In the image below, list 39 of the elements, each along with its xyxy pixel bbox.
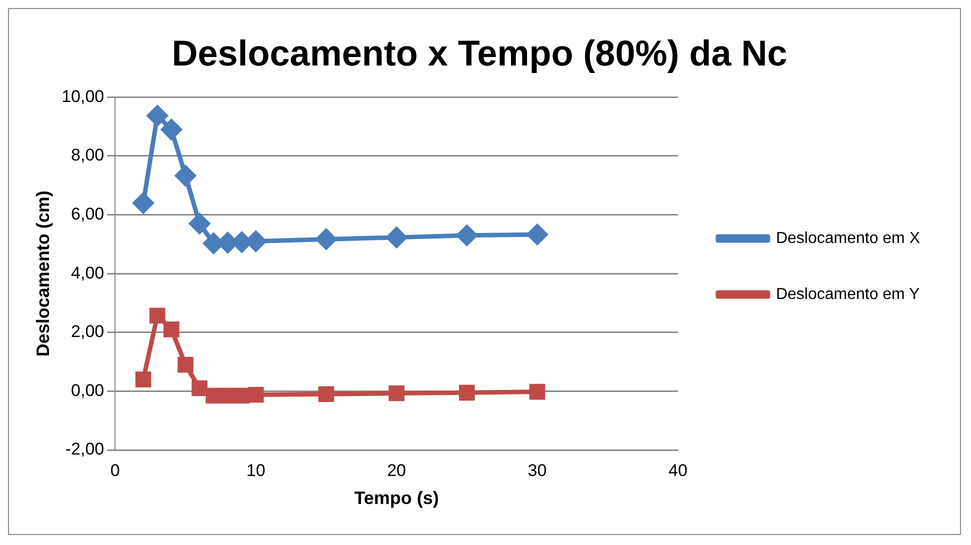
legend-label: Deslocamento em Y bbox=[776, 286, 920, 303]
y-tick-label: 10,00 bbox=[62, 86, 104, 106]
point bbox=[206, 388, 222, 404]
y-tick-label: 4,00 bbox=[71, 263, 104, 282]
y-tick-label: -2,00 bbox=[65, 440, 104, 459]
point bbox=[149, 308, 166, 324]
y-tick-label: 0,00 bbox=[71, 380, 104, 400]
point bbox=[189, 213, 210, 234]
point bbox=[133, 192, 154, 214]
point bbox=[388, 385, 404, 402]
point bbox=[135, 372, 152, 388]
point bbox=[161, 119, 182, 140]
point bbox=[526, 224, 548, 245]
y-axis-title: Deslocamento (cm) bbox=[32, 190, 53, 357]
x-tick-label: 20 bbox=[387, 460, 406, 480]
legend-label: Deslocamento em X bbox=[776, 230, 920, 247]
x-tick-label: 40 bbox=[668, 460, 688, 480]
point bbox=[316, 228, 336, 250]
x-tick-label: 10 bbox=[246, 460, 266, 480]
point bbox=[192, 380, 208, 396]
point bbox=[147, 105, 168, 126]
x-tick-label: 0 bbox=[110, 460, 120, 480]
point bbox=[220, 388, 236, 404]
x-axis-title: Tempo (s) bbox=[354, 488, 439, 508]
point bbox=[529, 384, 546, 400]
x-tick-label: 30 bbox=[528, 460, 547, 480]
y-tick-label: 2,00 bbox=[71, 322, 104, 342]
point bbox=[386, 227, 407, 248]
point bbox=[456, 225, 478, 246]
point bbox=[318, 386, 334, 402]
point bbox=[164, 322, 180, 338]
y-tick-label: 6,00 bbox=[71, 204, 104, 224]
y-tick-label: 8,00 bbox=[71, 146, 104, 165]
point bbox=[248, 386, 264, 403]
point bbox=[178, 356, 194, 373]
chart-title: Deslocamento x Tempo (80%) da Nc bbox=[172, 32, 788, 74]
point bbox=[234, 388, 250, 404]
point bbox=[175, 165, 196, 186]
point bbox=[458, 384, 475, 401]
